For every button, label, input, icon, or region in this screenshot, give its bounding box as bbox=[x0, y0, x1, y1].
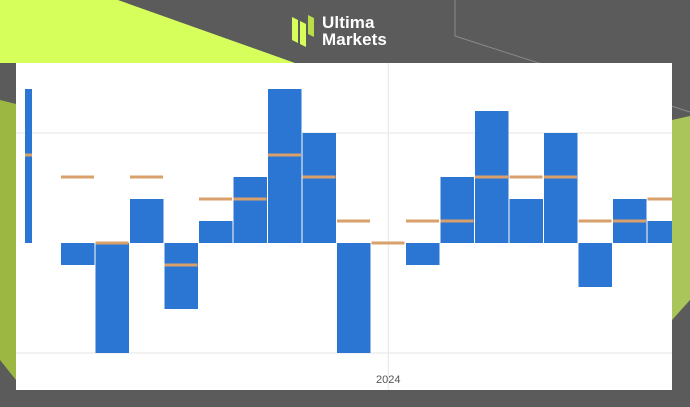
marker-8 bbox=[268, 153, 301, 157]
marker-7 bbox=[233, 197, 267, 201]
marker-14 bbox=[475, 175, 508, 179]
brand-logo-block: Ultima Markets bbox=[292, 13, 387, 49]
bar-9 bbox=[302, 133, 336, 243]
marker-16 bbox=[544, 175, 577, 179]
marker-6 bbox=[199, 197, 232, 201]
bar-3 bbox=[95, 243, 129, 353]
bar-16 bbox=[544, 133, 578, 243]
marker-10 bbox=[337, 219, 370, 223]
brand-name-line-2: Markets bbox=[322, 30, 387, 49]
bar-19 bbox=[647, 221, 672, 243]
marker-12 bbox=[406, 219, 439, 223]
marker-19 bbox=[647, 197, 672, 201]
bar-8 bbox=[268, 89, 302, 243]
x-axis-labels: 2024 bbox=[376, 374, 400, 386]
chart: 2024 bbox=[16, 63, 672, 390]
bar-15 bbox=[509, 199, 543, 243]
marker-series bbox=[25, 153, 672, 267]
bar-7 bbox=[233, 177, 267, 243]
marker-15 bbox=[509, 175, 543, 179]
bar-13 bbox=[440, 177, 474, 243]
ultima-logo-icon bbox=[292, 15, 314, 47]
chart-card: 2024 bbox=[16, 63, 672, 390]
marker-5 bbox=[164, 263, 198, 267]
marker-17 bbox=[578, 219, 612, 223]
bar-1 bbox=[25, 89, 32, 243]
bar-6 bbox=[199, 221, 233, 243]
bar-17 bbox=[578, 243, 612, 287]
bar-12 bbox=[406, 243, 440, 265]
top-left-accent-shape bbox=[0, 0, 295, 63]
bar-5 bbox=[164, 243, 198, 309]
marker-4 bbox=[130, 175, 163, 179]
marker-1 bbox=[25, 153, 32, 157]
bar-10 bbox=[337, 243, 371, 353]
marker-2 bbox=[61, 175, 94, 179]
marker-18 bbox=[613, 219, 646, 223]
x-tick-label-2024: 2024 bbox=[376, 374, 400, 386]
marker-11 bbox=[371, 241, 405, 245]
bar-2 bbox=[61, 243, 95, 265]
brand-name-line-1: Ultima bbox=[322, 13, 375, 32]
marker-13 bbox=[440, 219, 474, 223]
marker-9 bbox=[302, 175, 336, 179]
left-side-accent-shape bbox=[0, 100, 16, 380]
right-side-accent-shape bbox=[672, 116, 690, 320]
bar-4 bbox=[130, 199, 164, 243]
brand-name: Ultima Markets bbox=[322, 14, 387, 48]
bar-series bbox=[25, 89, 672, 353]
marker-3 bbox=[95, 241, 129, 245]
